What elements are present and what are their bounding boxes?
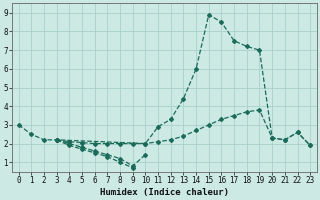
X-axis label: Humidex (Indice chaleur): Humidex (Indice chaleur) [100,188,229,197]
